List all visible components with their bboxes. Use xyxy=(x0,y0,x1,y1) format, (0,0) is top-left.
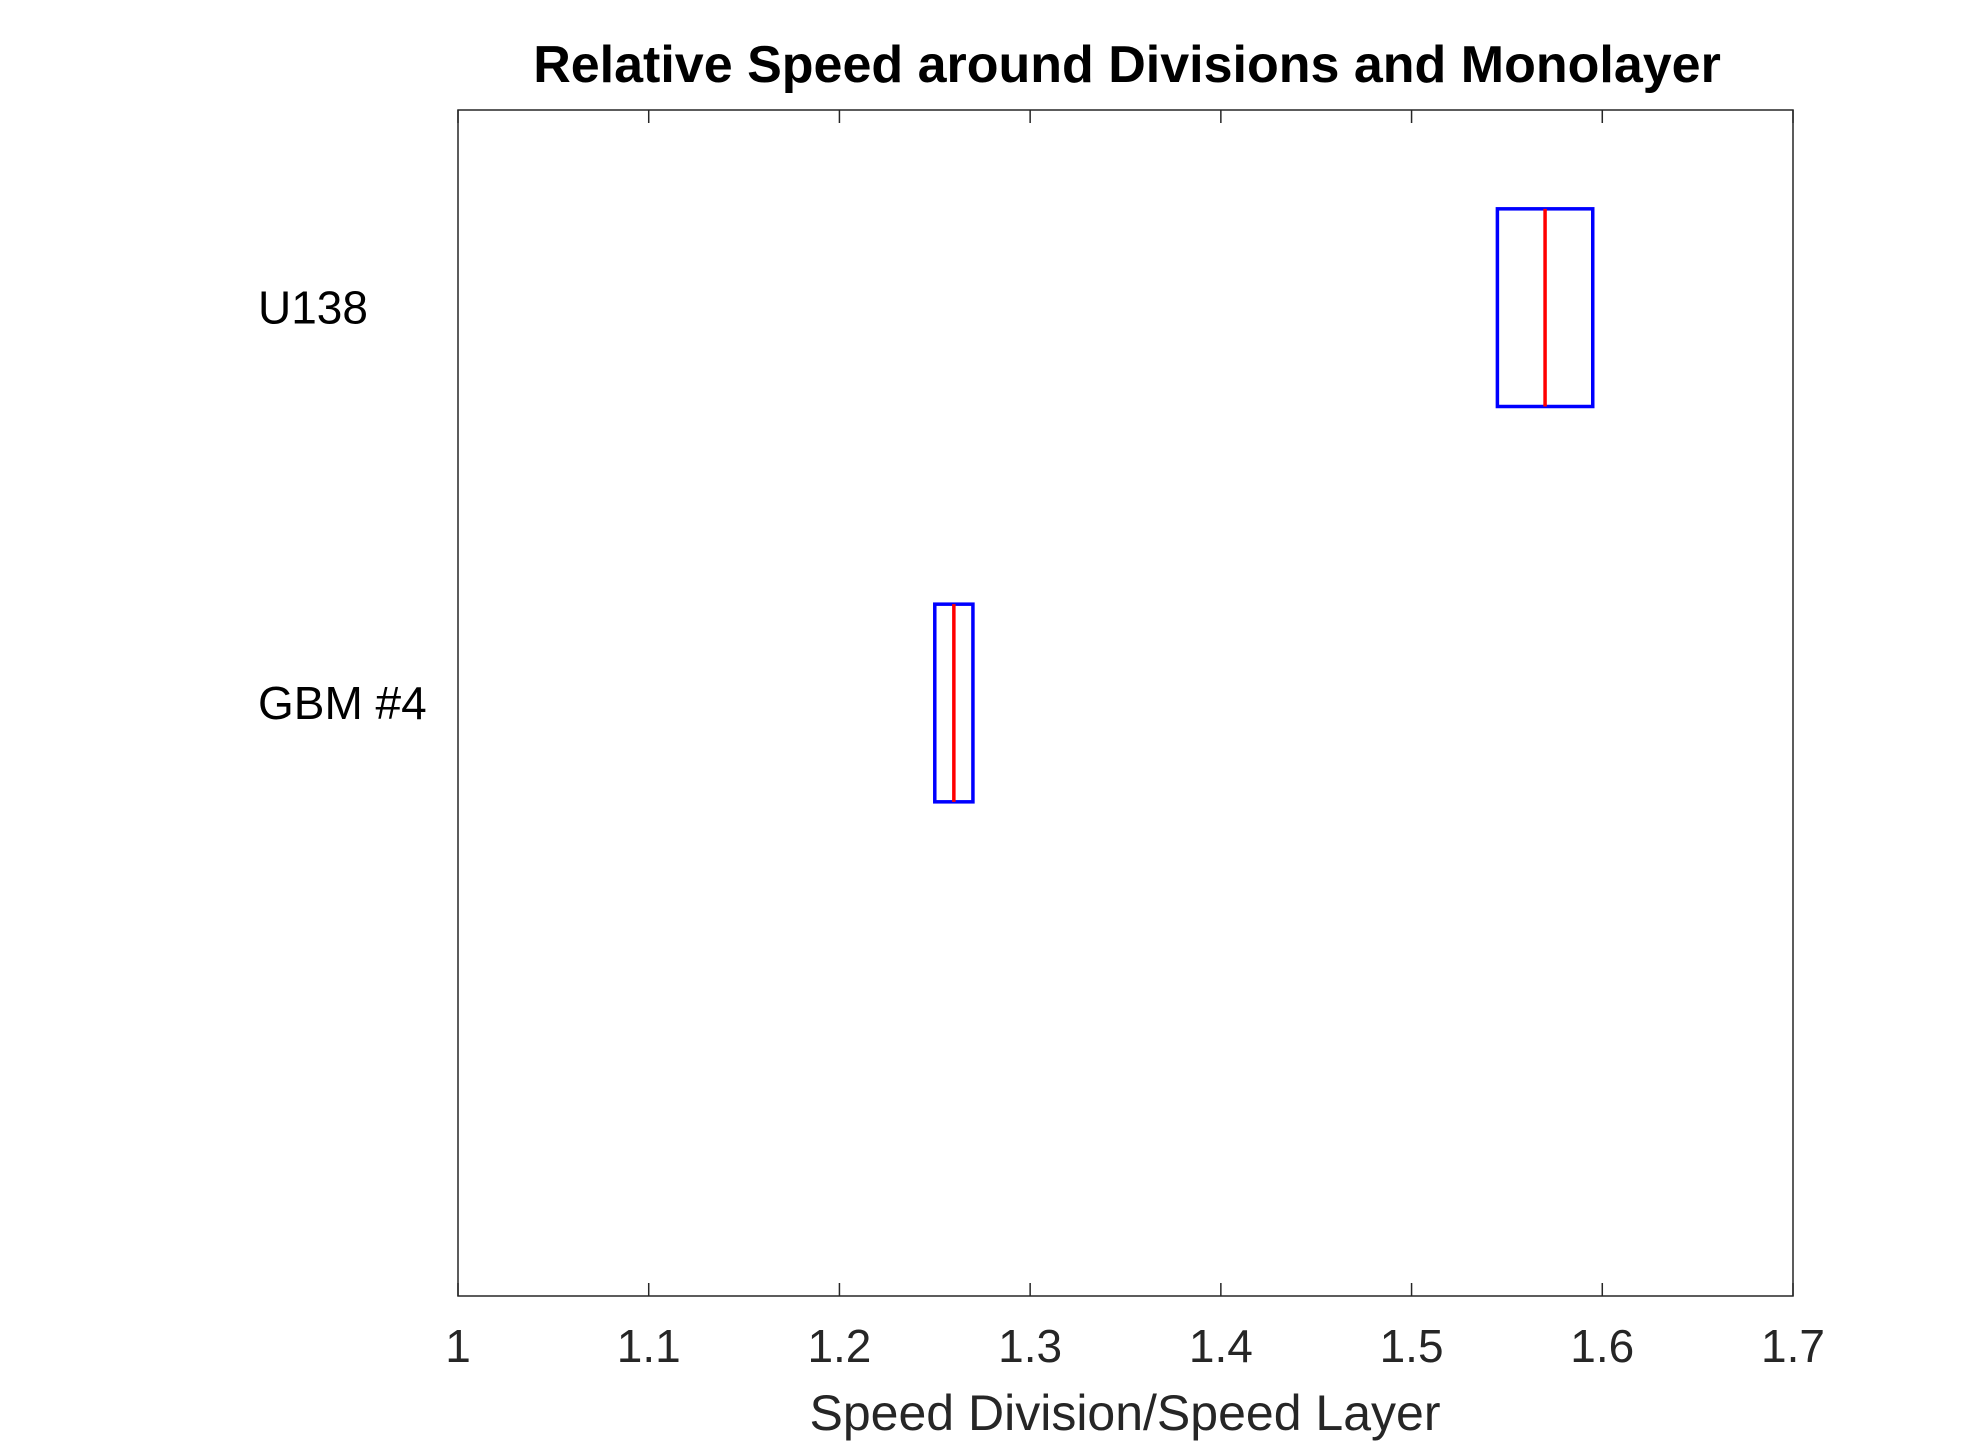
x-tick-label: 1.7 xyxy=(1761,1320,1825,1372)
x-tick-label: 1.1 xyxy=(617,1320,681,1372)
plot-frame xyxy=(457,109,1794,1297)
y-axis: U138 GBM #4 xyxy=(258,282,427,729)
x-tick-label: 1.6 xyxy=(1570,1320,1634,1372)
x-tick-label: 1.4 xyxy=(1189,1320,1253,1372)
y-category-label: U138 xyxy=(258,282,368,334)
x-tick-label: 1 xyxy=(445,1320,471,1372)
x-tick-label: 1.3 xyxy=(998,1320,1062,1372)
x-axis-label: Speed Division/Speed Layer xyxy=(810,1385,1441,1441)
x-axis: 1 1.1 1.2 1.3 1.4 1.5 1.6 1.7 xyxy=(445,110,1825,1372)
x-tick-label: 1.5 xyxy=(1380,1320,1444,1372)
chart-title: Relative Speed around Divisions and Mono… xyxy=(533,36,1721,94)
y-category-label: GBM #4 xyxy=(258,677,427,729)
x-tick-label: 1.2 xyxy=(807,1320,871,1372)
boxes xyxy=(933,207,1595,804)
